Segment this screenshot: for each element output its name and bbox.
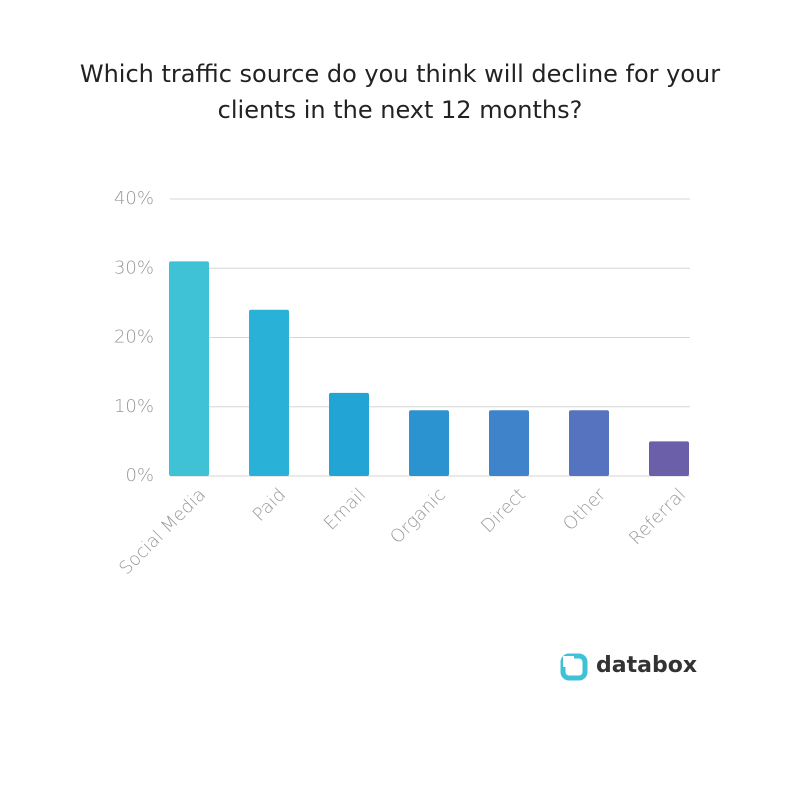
bar	[169, 261, 209, 476]
bar	[569, 410, 609, 476]
y-tick-label: 20%	[114, 327, 154, 348]
x-tick-label: Email	[320, 484, 370, 534]
brand-logo	[560, 653, 588, 681]
x-tick-label: Referral	[625, 484, 690, 549]
y-tick-label: 10%	[114, 396, 154, 417]
x-tick-label: Direct	[477, 484, 530, 537]
x-tick-label: Organic	[386, 484, 450, 548]
x-tick-label: Other	[559, 484, 610, 535]
bar	[409, 410, 449, 476]
y-tick-label: 40%	[114, 188, 154, 209]
y-tick-label: 0%	[125, 465, 154, 486]
bar	[649, 441, 689, 476]
x-tick-label: Social Media	[115, 484, 210, 579]
bar	[489, 410, 529, 476]
chart-title: Which traffic source do you think will d…	[79, 60, 721, 124]
x-tick-label: Paid	[249, 484, 290, 525]
brand-name: databox	[596, 653, 697, 678]
y-tick-label: 30%	[114, 257, 154, 278]
bar	[329, 392, 369, 476]
bar	[249, 309, 289, 476]
